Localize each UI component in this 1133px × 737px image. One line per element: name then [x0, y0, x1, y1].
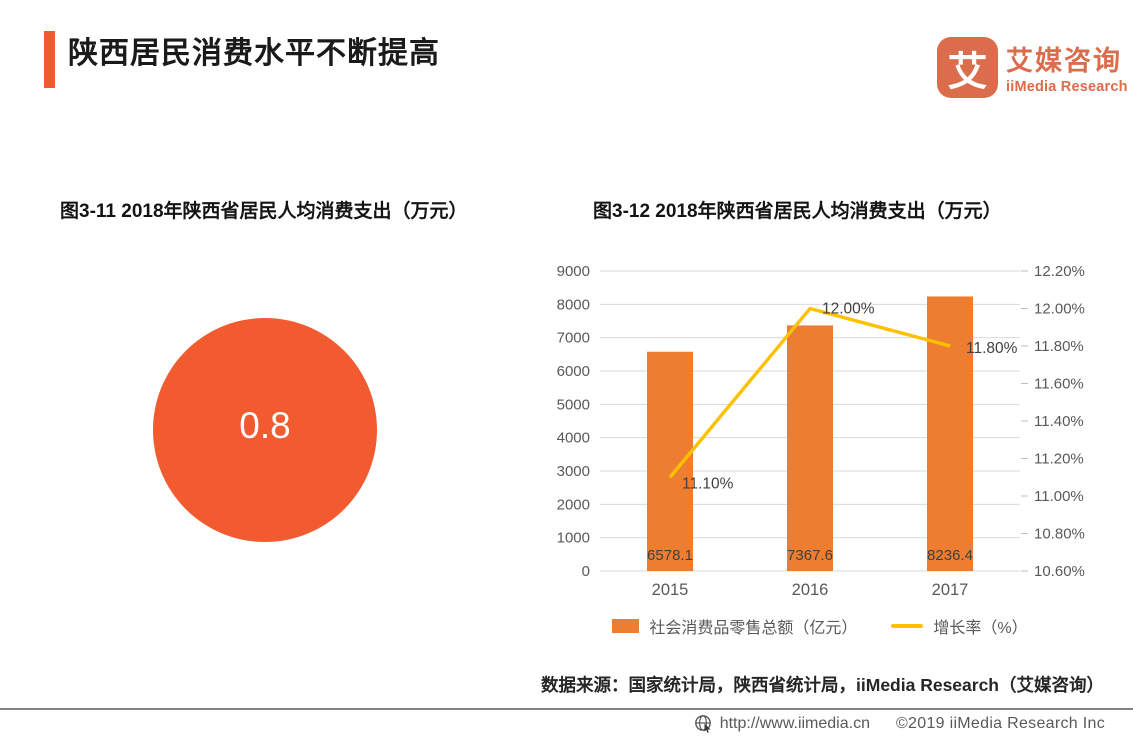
- bar-value-label: 7367.6: [787, 547, 833, 564]
- logo: 艾 艾媒咨询 iiMedia Research: [937, 37, 1128, 98]
- logo-name-cn: 艾媒咨询: [1006, 46, 1122, 76]
- x-axis-label: 2016: [792, 581, 829, 599]
- bar: [927, 296, 973, 571]
- circle-chart: 0.8: [153, 318, 377, 542]
- bar: [787, 325, 833, 571]
- y2-axis-label: 10.80%: [1034, 526, 1085, 543]
- y2-axis-label: 11.40%: [1034, 413, 1084, 430]
- y2-axis-label: 11.20%: [1034, 451, 1084, 468]
- y-axis-label: 0: [582, 563, 590, 580]
- legend-line-label: 增长率（%）: [933, 620, 1028, 637]
- figure-title-left: 图3-11 2018年陕西省居民人均消费支出（万元）: [60, 201, 468, 222]
- legend-bar-swatch: [612, 619, 640, 633]
- y-axis-label: 9000: [557, 263, 590, 280]
- chart-legend: 社会消费品零售总额（亿元） 增长率（%）: [540, 614, 1100, 638]
- y2-axis-label: 10.60%: [1034, 563, 1085, 580]
- y2-axis-label: 11.60%: [1034, 376, 1084, 393]
- y-axis-label: 3000: [557, 463, 590, 480]
- title-accent-bar: [44, 31, 55, 88]
- footer-divider: [0, 708, 1133, 710]
- line-point-label: 11.10%: [682, 475, 734, 492]
- figure-title-right: 图3-12 2018年陕西省居民人均消费支出（万元）: [593, 201, 1002, 222]
- y-axis-label: 7000: [557, 330, 590, 347]
- y-axis-label: 2000: [557, 496, 590, 513]
- bar-value-label: 8236.4: [927, 547, 973, 564]
- growth-line: [668, 306, 951, 479]
- y-axis-label: 6000: [557, 363, 590, 380]
- globe-icon: [694, 715, 711, 733]
- logo-text: 艾媒咨询 iiMedia Research: [1006, 37, 1128, 95]
- footer: http://www.iimedia.cn ©2019 iiMedia Rese…: [694, 714, 1105, 733]
- y-axis-label: 5000: [557, 396, 590, 413]
- logo-icon: 艾: [937, 37, 998, 98]
- page-title: 陕西居民消费水平不断提高: [68, 37, 440, 70]
- y-axis-label: 8000: [557, 296, 590, 313]
- footer-url: http://www.iimedia.cn: [719, 714, 870, 732]
- circle-chart-value: 0.8: [239, 405, 291, 446]
- logo-glyph: 艾: [947, 49, 988, 94]
- combo-chart-svg: 0 1000 2000 3000 4000 5000 6000 7000 8000 9000 10.…: [557, 263, 1085, 599]
- data-source-note: 数据来源：国家统计局，陕西省统计局，iiMedia Research（艾媒咨询）: [541, 675, 1104, 695]
- y2-axis-label: 11.80%: [1034, 338, 1084, 355]
- legend-line-swatch: [891, 624, 924, 628]
- y2-axis-label: 11.00%: [1034, 488, 1084, 505]
- x-axis-label: 2015: [652, 581, 689, 599]
- y-axis-label: 4000: [557, 430, 590, 447]
- logo-name-en: iiMedia Research: [1006, 79, 1128, 95]
- line-point-label: 12.00%: [822, 301, 875, 318]
- y2-axis-label: 12.00%: [1034, 301, 1085, 318]
- legend-bar-label: 社会消费品零售总额（亿元）: [649, 620, 858, 637]
- x-axis-label: 2017: [932, 581, 969, 599]
- y2-axis-label: 12.20%: [1034, 263, 1085, 280]
- y-axis-label: 1000: [557, 530, 590, 547]
- footer-copyright: ©2019 iiMedia Research Inc: [895, 714, 1105, 732]
- bar: [647, 351, 693, 571]
- bar-value-label: 6578.1: [647, 547, 693, 564]
- line-point-label: 11.80%: [966, 340, 1018, 357]
